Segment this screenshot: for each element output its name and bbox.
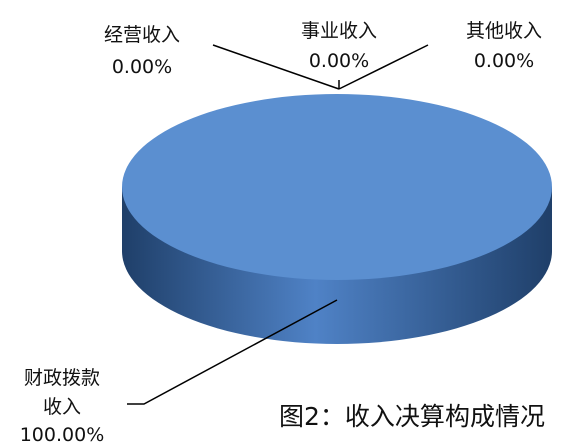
slice-label-caizheng-line1: 财政拨款 (24, 367, 100, 389)
leader-line-caizheng (127, 299, 338, 405)
pie-slice-top (122, 94, 552, 280)
slice-label-jingying: 经营收入 (104, 24, 180, 46)
leader-line-jingying (212, 44, 340, 90)
chart-title: 图2：收入决算构成情况 (279, 402, 545, 431)
slice-label-shiye: 事业收入 (301, 20, 377, 42)
slice-label-qita: 其他收入 (466, 20, 542, 42)
slice-value-jingying: 0.00% (112, 56, 172, 78)
slice-value-caizheng: 100.00% (20, 424, 105, 444)
slice-label-caizheng-line2: 收入 (43, 396, 81, 418)
slice-value-qita: 0.00% (474, 50, 534, 72)
slice-value-shiye: 0.00% (309, 50, 369, 72)
leader-line-qita (338, 44, 429, 90)
